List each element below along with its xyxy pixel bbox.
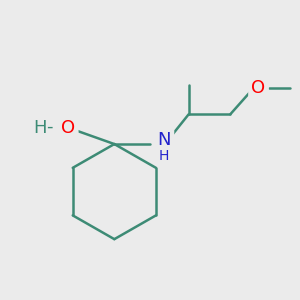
Text: O: O	[251, 79, 266, 97]
Text: O: O	[61, 119, 75, 137]
Text: H: H	[33, 119, 47, 137]
Text: H: H	[159, 148, 169, 163]
Text: N: N	[158, 131, 171, 149]
Text: -: -	[46, 118, 53, 136]
